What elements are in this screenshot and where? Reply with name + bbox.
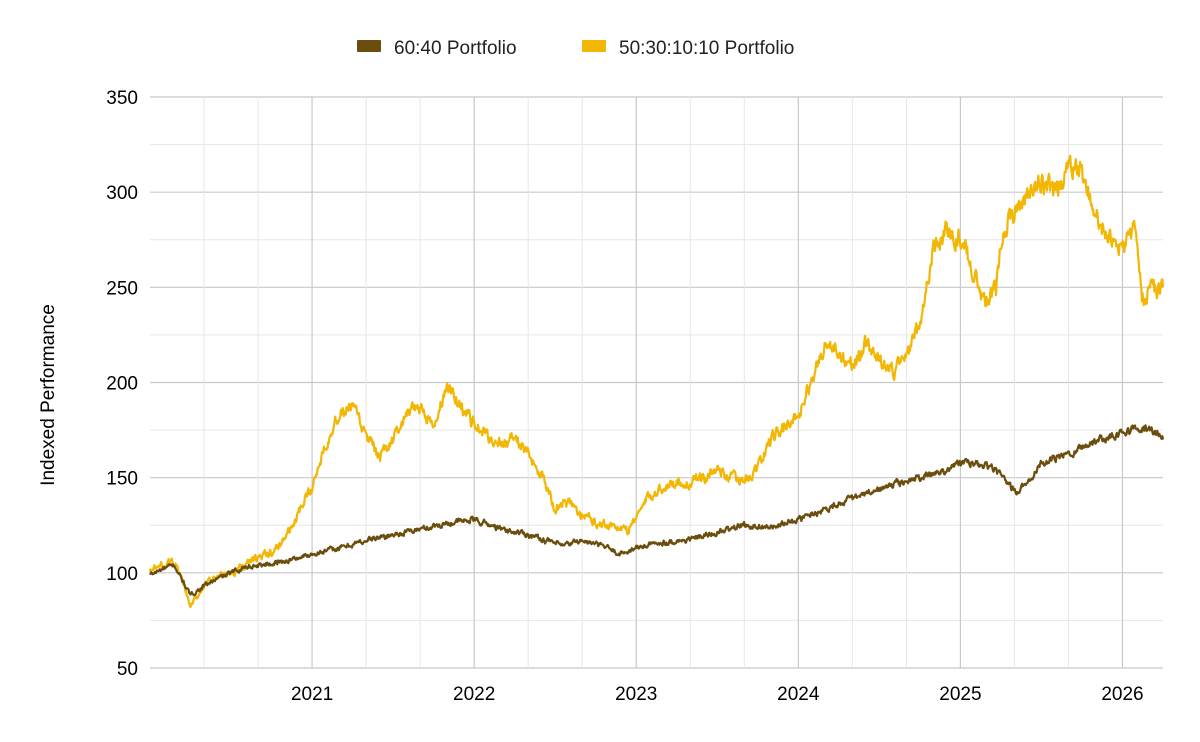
legend-label-50-30-10-10: 50:30:10:10 Portfolio: [619, 38, 794, 59]
legend-label-60-40: 60:40 Portfolio: [394, 38, 517, 59]
x-tick-label: 2022: [453, 684, 495, 705]
y-tick-label: 300: [106, 183, 138, 204]
x-tick-label: 2023: [615, 684, 657, 705]
x-tick-label: 2021: [291, 684, 333, 705]
legend: 60:40 Portfolio 50:30:10:10 Portfolio: [357, 38, 794, 59]
series-60-40-line: [149, 424, 1165, 597]
x-tick-label: 2024: [777, 684, 820, 705]
legend-item-series-1[interactable]: 60:40 Portfolio: [357, 38, 517, 59]
series-50-30-10-10-line: [148, 154, 1165, 609]
x-tick-label: 2025: [939, 684, 981, 705]
x-axis-tick-labels: 2021 2022 2023 2024 2025 2026: [291, 684, 1144, 705]
legend-item-series-2[interactable]: 50:30:10:10 Portfolio: [582, 38, 794, 59]
y-tick-label: 200: [106, 374, 138, 395]
y-tick-label: 50: [117, 659, 138, 680]
legend-swatch-60-40: [357, 40, 381, 52]
y-axis-title: Indexed Performance: [38, 304, 59, 486]
x-tick-label: 2026: [1101, 684, 1143, 705]
y-tick-label: 150: [106, 469, 138, 490]
y-tick-label: 350: [106, 88, 138, 109]
y-tick-label: 250: [106, 278, 138, 299]
y-axis-tick-labels: 50 100 150 200 250 300 350: [106, 88, 138, 680]
y-tick-label: 100: [106, 564, 138, 585]
legend-swatch-50-30-10-10: [582, 40, 606, 52]
grid-lines: [150, 96, 1163, 669]
series-lines: [148, 154, 1165, 609]
